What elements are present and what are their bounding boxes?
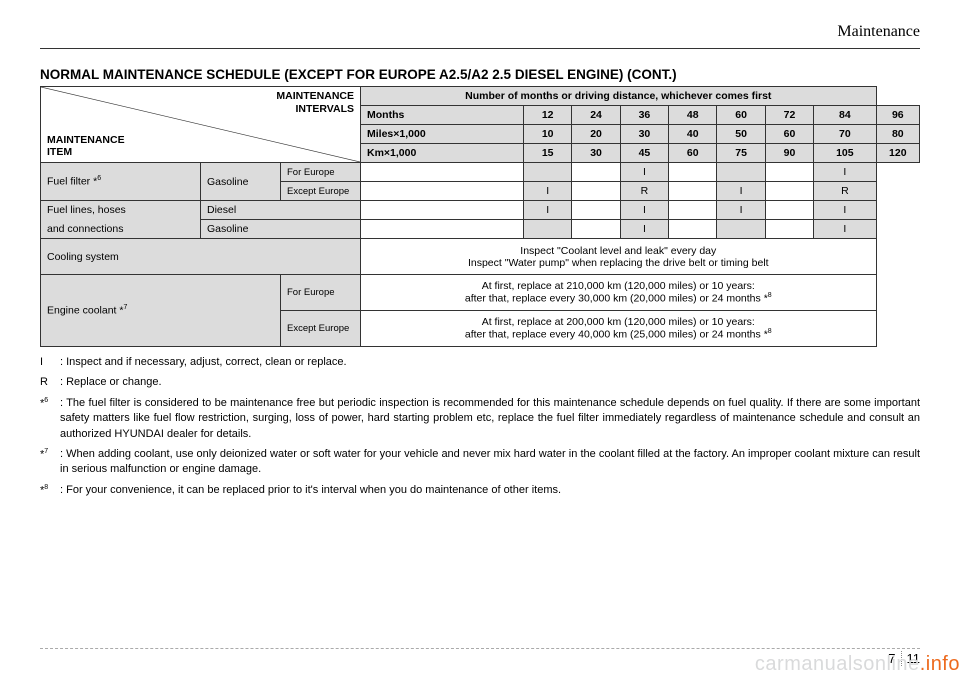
- fuel-filter-gasoline: Gasoline: [201, 163, 281, 201]
- corner-bottom-label: MAINTENANCEITEM: [47, 134, 125, 159]
- fuel-lines-gasoline-label: Gasoline: [201, 220, 361, 239]
- coolant-label: Engine coolant *7: [41, 275, 281, 347]
- note-8: *8 : For your convenience, it can be rep…: [40, 483, 920, 499]
- fuel-filter-eu-label: For Europe: [281, 163, 361, 182]
- fuel-lines-label-1: Fuel lines, hoses: [41, 201, 201, 220]
- fuel-filter-label: Fuel filter *6: [41, 163, 201, 201]
- note-6: *6 : The fuel filter is considered to be…: [40, 396, 920, 442]
- fuel-lines-diesel-label: Diesel: [201, 201, 361, 220]
- page-footer: 711: [40, 648, 920, 651]
- months-label: Months: [361, 106, 524, 125]
- cooling-text: Inspect "Coolant level and leak" every d…: [361, 239, 877, 275]
- cooling-row: Cooling system Inspect "Coolant level an…: [41, 239, 920, 275]
- section-title: NORMAL MAINTENANCE SCHEDULE (EXCEPT FOR …: [40, 67, 920, 82]
- fuel-lines-diesel-row: Fuel lines, hoses Diesel IIII: [41, 201, 920, 220]
- page-content: Maintenance NORMAL MAINTENANCE SCHEDULE …: [0, 0, 960, 499]
- fuel-filter-eu-row: Fuel filter *6 Gasoline For Europe II: [41, 163, 920, 182]
- maintenance-table: MAINTENANCEINTERVALS MAINTENANCEITEM Num…: [40, 86, 920, 347]
- coolant-ex-text: At first, replace at 200,000 km (120,000…: [361, 311, 877, 347]
- note-r: R : Replace or change.: [40, 375, 920, 390]
- footnotes: I : Inspect and if necessary, adjust, co…: [40, 355, 920, 499]
- km-label: Km×1,000: [361, 144, 524, 163]
- chapter-header: Maintenance: [40, 20, 920, 43]
- corner-top-label: MAINTENANCEINTERVALS: [276, 90, 354, 115]
- coolant-eu-row: Engine coolant *7 For Europe At first, r…: [41, 275, 920, 311]
- coolant-eu-label: For Europe: [281, 275, 361, 311]
- coolant-eu-text: At first, replace at 210,000 km (120,000…: [361, 275, 877, 311]
- fuel-filter-ex-label: Except Europe: [281, 182, 361, 201]
- miles-label: Miles×1,000: [361, 125, 524, 144]
- cooling-label: Cooling system: [41, 239, 361, 275]
- note-i: I : Inspect and if necessary, adjust, co…: [40, 355, 920, 370]
- header-rule: [40, 48, 920, 49]
- fuel-lines-gasoline-row: and connections Gasoline II: [41, 220, 920, 239]
- fuel-lines-label-2: and connections: [41, 220, 201, 239]
- corner-cell: MAINTENANCEINTERVALS MAINTENANCEITEM: [41, 87, 361, 163]
- watermark: carmanualsonline.info: [755, 653, 960, 676]
- note-7: *7 : When adding coolant, use only deion…: [40, 447, 920, 478]
- coolant-ex-label: Except Europe: [281, 311, 361, 347]
- interval-header: Number of months or driving distance, wh…: [361, 87, 877, 106]
